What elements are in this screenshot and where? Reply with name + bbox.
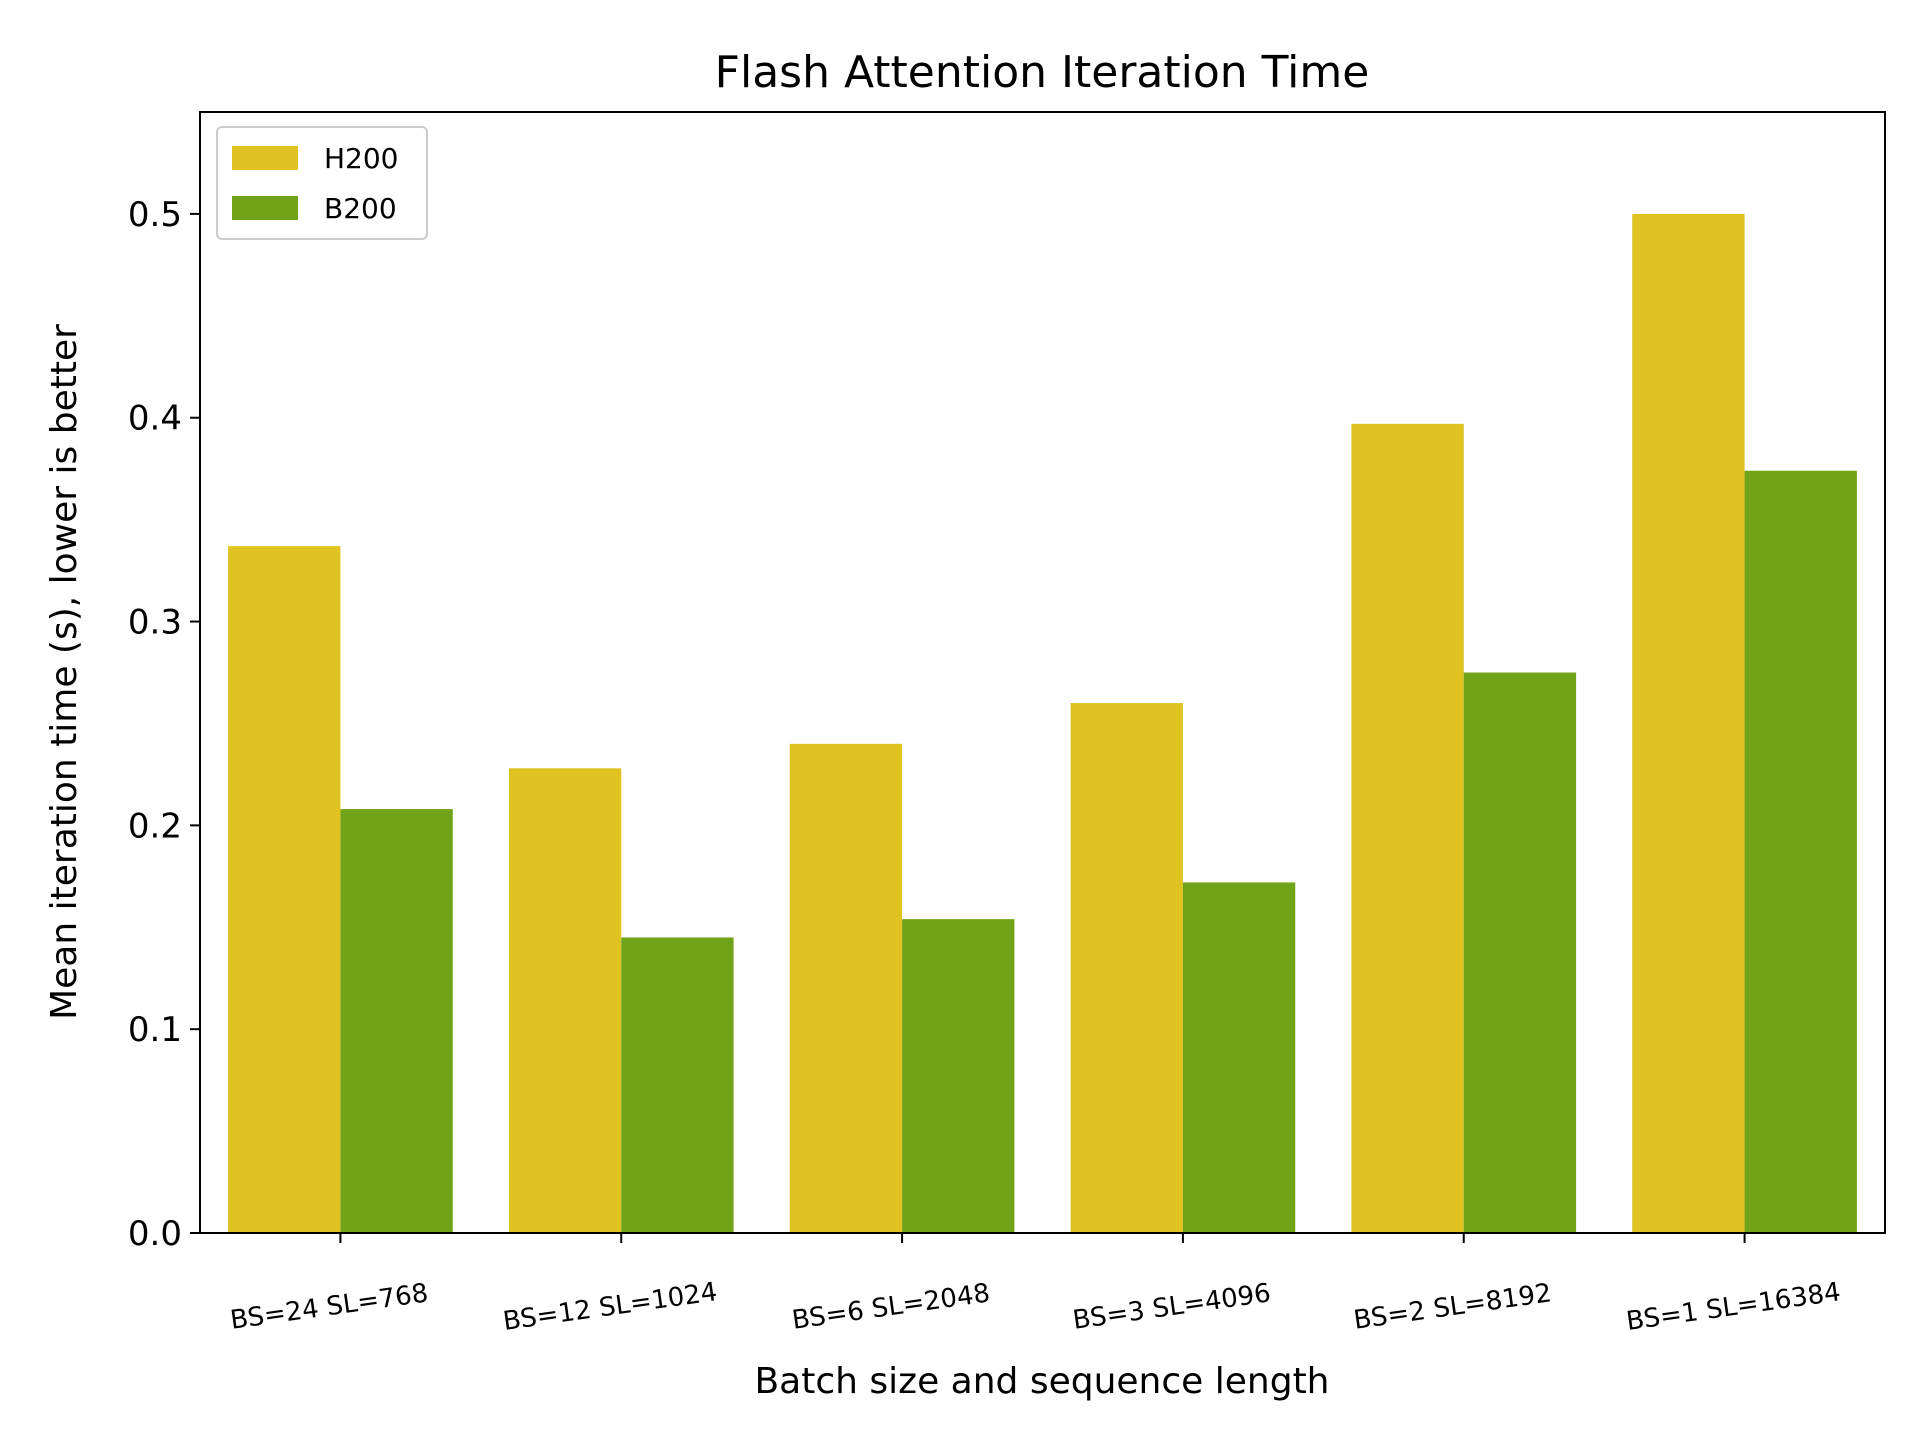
bar-h200-4	[1351, 423, 1464, 1234]
bar-b200-2	[902, 919, 1015, 1233]
plot-frame	[199, 111, 1886, 1234]
x-tick-label: BS=6 SL=2048	[790, 1278, 992, 1335]
bar-b200-3	[1182, 882, 1296, 1233]
bars-group	[228, 213, 1857, 1234]
legend-swatch-h200	[232, 146, 298, 170]
y-axis: 0.0 0.1 0.2 0.3 0.4 0.5	[128, 195, 200, 1254]
bar-b200-4	[1463, 672, 1577, 1233]
x-axis: BS=24 SL=768 BS=12 SL=1024 BS=6 SL=2048 BS=…	[228, 1233, 1842, 1337]
x-axis-label: Batch size and sequence length	[754, 1361, 1329, 1402]
legend-label-h200: H200	[324, 142, 399, 175]
bar-h200-3	[1070, 703, 1183, 1233]
bar-h200-2	[789, 743, 903, 1233]
bar-b200-5	[1744, 470, 1857, 1234]
y-tick-label: 0.1	[128, 1010, 182, 1050]
y-tick-label: 0.0	[128, 1214, 182, 1254]
y-tick-label: 0.3	[128, 603, 182, 643]
bar-b200-1	[621, 937, 734, 1233]
x-tick-label: BS=24 SL=768	[228, 1278, 430, 1335]
y-tick-label: 0.5	[128, 195, 182, 235]
legend-label-b200: B200	[324, 192, 397, 225]
legend-swatch-b200	[232, 196, 298, 220]
x-tick-label: BS=3 SL=4096	[1071, 1278, 1273, 1335]
legend: H200 B200	[216, 126, 428, 240]
x-tick-label: BS=1 SL=16384	[1624, 1277, 1842, 1337]
y-tick-label: 0.2	[128, 806, 182, 846]
bar-b200-0	[340, 809, 453, 1233]
y-axis-label: Mean iteration time (s), lower is better	[44, 324, 85, 1020]
x-tick-label: BS=2 SL=8192	[1352, 1278, 1554, 1335]
bar-h200-5	[1632, 213, 1745, 1234]
bar-h200-0	[228, 546, 341, 1233]
y-tick-label: 0.4	[128, 399, 182, 439]
x-tick-label: BS=12 SL=1024	[501, 1277, 719, 1337]
chart-title: Flash Attention Iteration Time	[715, 47, 1370, 98]
bar-h200-1	[508, 768, 622, 1233]
